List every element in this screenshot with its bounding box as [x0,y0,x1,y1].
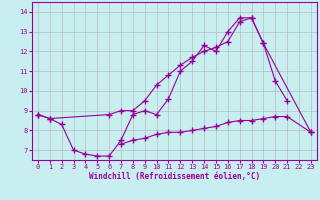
X-axis label: Windchill (Refroidissement éolien,°C): Windchill (Refroidissement éolien,°C) [89,172,260,181]
